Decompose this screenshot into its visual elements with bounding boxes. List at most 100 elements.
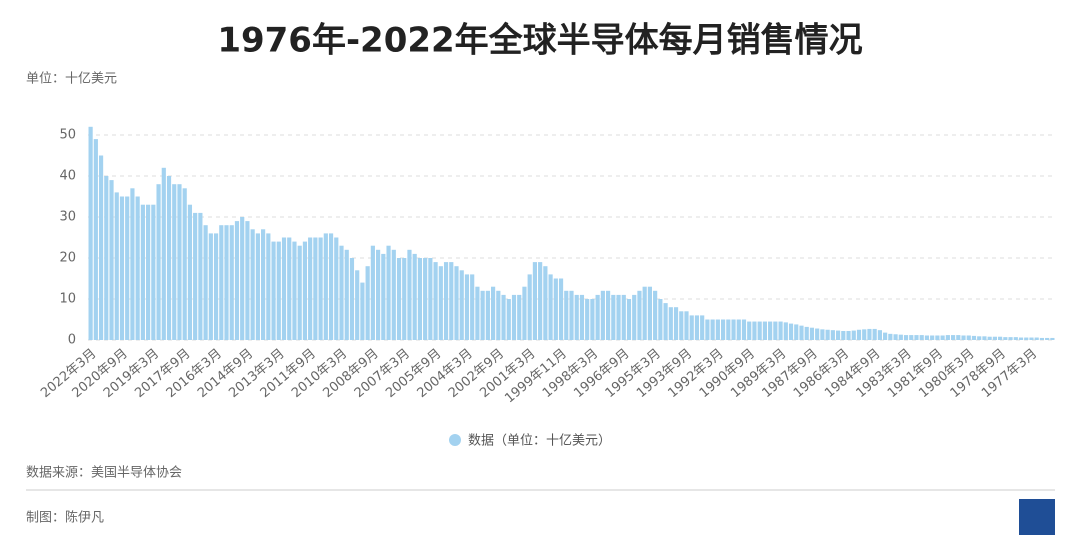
bar: [825, 329, 830, 340]
bar: [1008, 337, 1013, 340]
bar: [459, 270, 464, 340]
bar: [914, 335, 919, 340]
bar: [940, 335, 945, 340]
bar: [208, 233, 213, 340]
bar: [694, 315, 700, 340]
bar: [177, 184, 182, 340]
bar: [287, 237, 292, 340]
bar: [1018, 337, 1024, 340]
bar: [935, 335, 940, 340]
y-tick-label: 10: [59, 292, 76, 307]
bar: [480, 290, 485, 340]
bar: [898, 334, 903, 340]
bar: [883, 332, 888, 340]
bar: [992, 336, 997, 340]
bar: [470, 274, 475, 340]
bar: [757, 321, 762, 340]
bar: [987, 336, 992, 340]
bar: [219, 225, 224, 340]
bar: [334, 237, 339, 340]
bar: [339, 245, 344, 340]
bar: [653, 290, 658, 340]
bar: [673, 307, 679, 340]
bar: [360, 282, 365, 340]
bar: [433, 262, 438, 340]
bar: [443, 262, 449, 340]
bar: [130, 188, 135, 340]
bar: [464, 274, 470, 340]
bar: [768, 321, 773, 340]
bar: [982, 336, 987, 340]
bar: [454, 266, 459, 340]
bar: [266, 233, 271, 340]
bar: [423, 258, 428, 340]
bar: [736, 319, 741, 340]
bar: [590, 299, 595, 340]
bar: [998, 336, 1003, 340]
bar: [684, 311, 689, 340]
bar: [182, 188, 187, 340]
bar: [726, 319, 731, 340]
bar: [255, 233, 260, 340]
bar: [605, 290, 611, 340]
bar: [762, 321, 767, 340]
bar: [135, 196, 140, 340]
bar: [355, 270, 360, 340]
bar: [506, 299, 511, 340]
bar: [731, 319, 736, 340]
bar: [349, 258, 355, 340]
bar: [715, 319, 720, 340]
bar: [125, 196, 130, 340]
bar: [323, 233, 328, 340]
bar: [626, 299, 632, 340]
bar: [841, 330, 846, 340]
bar: [799, 325, 804, 340]
legend-marker: [449, 434, 461, 446]
bar: [109, 180, 114, 340]
y-tick-label: 40: [59, 169, 76, 184]
bar: [846, 330, 851, 340]
bar: [1045, 337, 1050, 340]
bar: [119, 196, 125, 340]
bar: [496, 290, 501, 340]
bar: [213, 233, 219, 340]
bar: [579, 294, 585, 340]
bar: [1003, 337, 1008, 340]
bar: [919, 335, 924, 340]
bar: [276, 241, 281, 340]
bar: [146, 204, 151, 340]
bar: [668, 307, 673, 340]
bar: [1029, 337, 1034, 340]
bar: [98, 155, 104, 340]
bar: [851, 330, 856, 340]
bar: [198, 212, 203, 340]
bar: [517, 294, 522, 340]
bar: [224, 225, 229, 340]
bar: [663, 303, 668, 340]
bar: [261, 229, 266, 340]
bar: [407, 249, 412, 340]
bar: [1024, 337, 1029, 340]
bar: [543, 266, 548, 340]
bar: [193, 212, 198, 340]
bar: [820, 329, 825, 340]
y-tick-label: 50: [59, 128, 76, 143]
bar: [574, 294, 579, 340]
bar: [114, 192, 119, 340]
bar: [187, 204, 193, 340]
bar: [893, 334, 898, 340]
bar: [595, 294, 600, 340]
bar: [234, 221, 240, 340]
bar: [872, 328, 877, 340]
bar: [558, 278, 564, 340]
bar: [88, 126, 93, 340]
y-tick-label: 20: [59, 251, 76, 266]
bar: [548, 274, 553, 340]
bar: [292, 241, 297, 340]
bar: [93, 139, 98, 340]
bar: [862, 329, 867, 340]
bar: [376, 249, 381, 340]
bar: [569, 290, 574, 340]
bar: [491, 286, 496, 340]
